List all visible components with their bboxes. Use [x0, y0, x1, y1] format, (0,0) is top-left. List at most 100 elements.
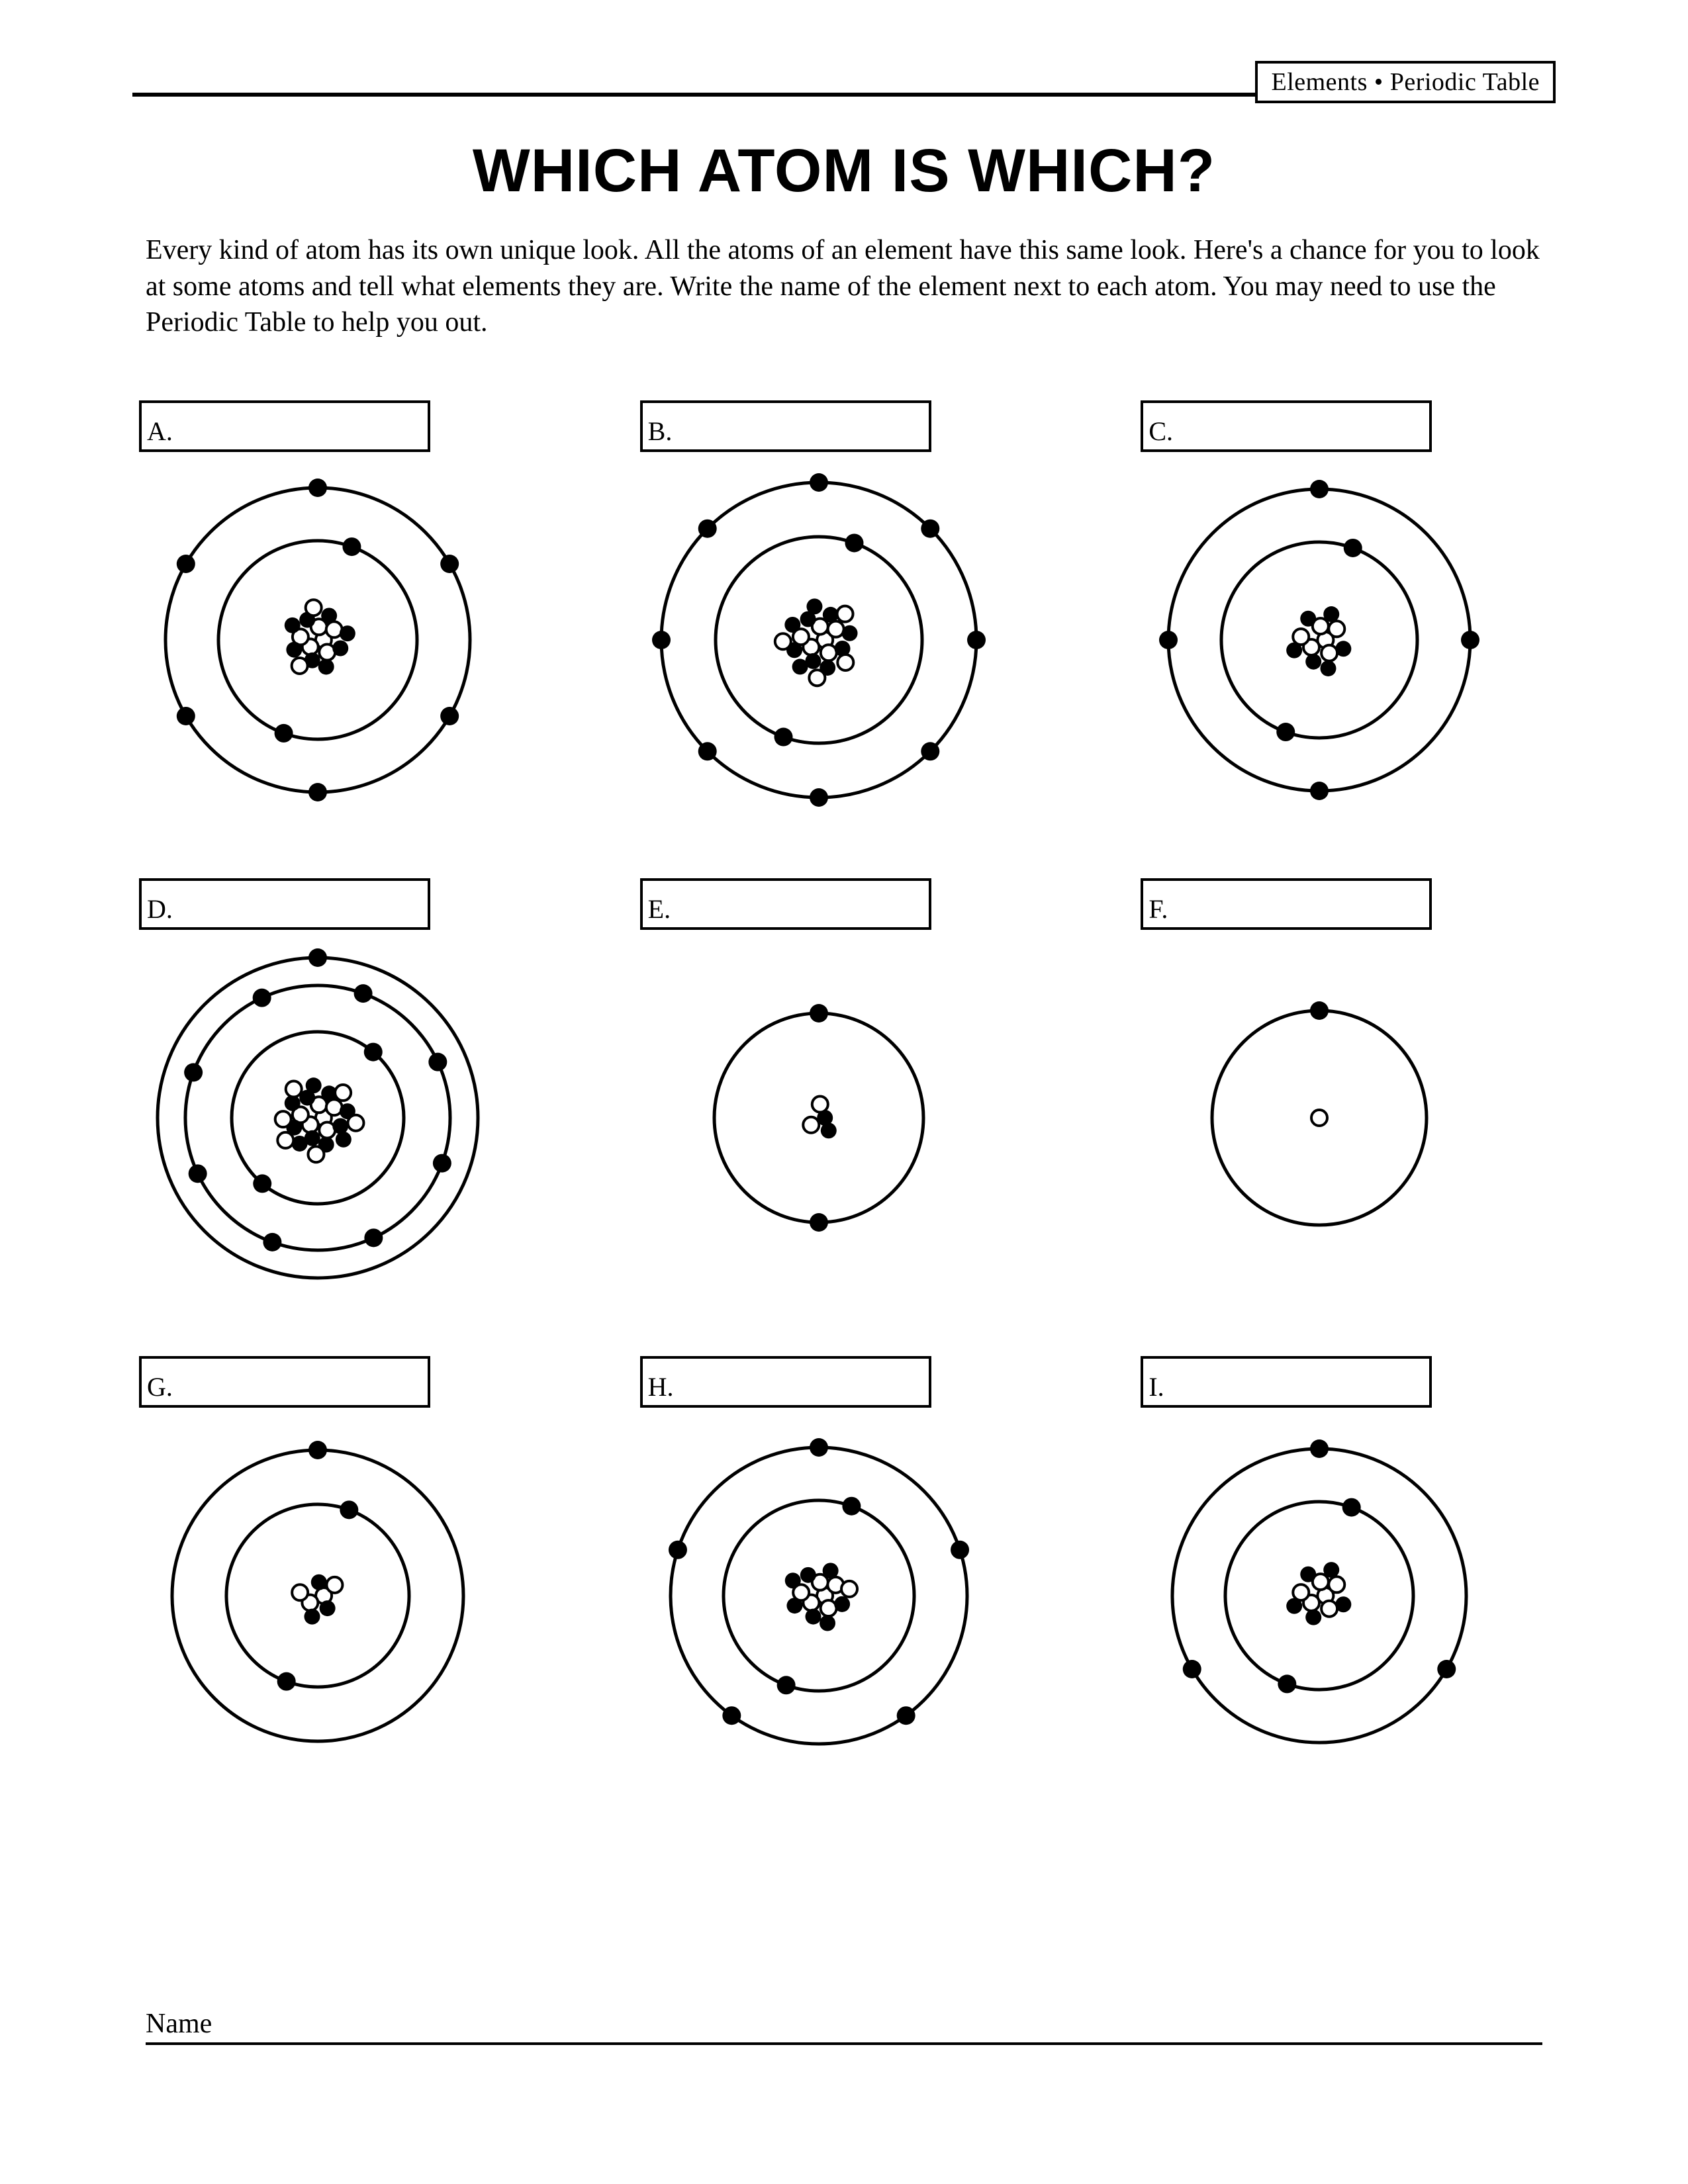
- corner-label: Elements • Periodic Table: [1255, 61, 1556, 103]
- answer-letter: I.: [1149, 1371, 1164, 1402]
- atom-diagram: [139, 939, 496, 1297]
- neutron: [1329, 1576, 1345, 1592]
- proton: [311, 1574, 327, 1590]
- neutron: [841, 1581, 857, 1597]
- answer-box[interactable]: I.: [1141, 1356, 1432, 1408]
- proton: [1336, 641, 1352, 657]
- neutron: [1311, 1110, 1327, 1126]
- proton: [1286, 642, 1302, 658]
- proton: [834, 1596, 850, 1612]
- atom-cell: E.: [640, 878, 1049, 1297]
- electron: [774, 727, 792, 746]
- atom-diagram: [139, 1417, 496, 1774]
- electron: [1278, 1674, 1297, 1693]
- electron: [810, 788, 828, 807]
- electron: [652, 631, 671, 649]
- electron: [967, 631, 986, 649]
- neutron: [1293, 629, 1309, 645]
- page-title: WHICH ATOM IS WHICH?: [132, 136, 1556, 206]
- proton: [318, 659, 334, 674]
- electron: [342, 537, 361, 556]
- answer-box[interactable]: E.: [640, 878, 931, 930]
- atom-diagram: [640, 939, 998, 1297]
- name-field[interactable]: Name: [146, 2008, 1542, 2045]
- electron: [951, 1541, 969, 1559]
- proton: [784, 1572, 800, 1588]
- atom-diagram: [1141, 1417, 1498, 1774]
- neutron: [1329, 621, 1345, 637]
- answer-box[interactable]: G.: [139, 1356, 430, 1408]
- electron: [177, 707, 195, 725]
- proton: [806, 598, 822, 614]
- electron: [189, 1164, 207, 1183]
- proton: [1301, 1567, 1317, 1582]
- proton: [306, 1077, 322, 1093]
- proton: [286, 641, 302, 657]
- atom-wrap: [139, 461, 496, 819]
- electron: [440, 707, 459, 725]
- electron: [433, 1154, 451, 1172]
- electron: [340, 1500, 358, 1519]
- proton: [340, 625, 355, 641]
- electron: [896, 1706, 915, 1725]
- electron: [1277, 723, 1295, 741]
- atom-diagram: [640, 461, 998, 819]
- electron: [698, 519, 716, 537]
- electron: [1438, 1660, 1456, 1678]
- atom-wrap: [139, 1417, 496, 1774]
- neutron: [275, 1111, 291, 1127]
- proton: [786, 1598, 802, 1614]
- neutron: [1321, 1600, 1337, 1616]
- electron: [810, 1004, 828, 1023]
- atom-cell: C.: [1141, 400, 1549, 819]
- proton: [792, 659, 808, 674]
- answer-letter: G.: [147, 1371, 173, 1402]
- atom-cell: A.: [139, 400, 547, 819]
- electron: [722, 1706, 741, 1725]
- neutron: [837, 606, 853, 621]
- neutron: [812, 1096, 827, 1112]
- neutron: [335, 1085, 351, 1101]
- electron: [1310, 782, 1329, 800]
- electron: [1310, 1439, 1329, 1458]
- proton: [1306, 1609, 1322, 1625]
- electron: [1159, 631, 1178, 649]
- electron: [308, 948, 327, 967]
- neutron: [306, 600, 322, 615]
- proton: [1287, 1598, 1303, 1614]
- electron: [440, 555, 459, 573]
- neutron: [774, 633, 790, 649]
- answer-box[interactable]: A.: [139, 400, 430, 452]
- answer-box[interactable]: F.: [1141, 878, 1432, 930]
- worksheet-page: Elements • Periodic Table WHICH ATOM IS …: [0, 0, 1688, 2184]
- electron: [308, 1441, 327, 1459]
- answer-box[interactable]: B.: [640, 400, 931, 452]
- neutron: [827, 621, 843, 637]
- proton: [805, 1608, 821, 1624]
- proton: [321, 608, 337, 623]
- neutron: [1321, 645, 1337, 660]
- answer-letter: A.: [147, 416, 173, 447]
- neutron: [348, 1115, 363, 1131]
- answer-box[interactable]: H.: [640, 1356, 931, 1408]
- atom-wrap: [1141, 461, 1498, 819]
- neutron: [803, 1117, 819, 1133]
- proton: [285, 617, 301, 633]
- neutron: [286, 1081, 302, 1097]
- atom-wrap: [1141, 1417, 1498, 1774]
- electron: [253, 1174, 271, 1193]
- electron: [845, 533, 863, 552]
- answer-letter: F.: [1149, 893, 1168, 925]
- answer-box[interactable]: C.: [1141, 400, 1432, 452]
- proton: [1321, 660, 1336, 676]
- electron: [1461, 631, 1479, 649]
- neutron: [308, 1146, 324, 1162]
- electron: [308, 478, 327, 497]
- electron: [364, 1042, 383, 1061]
- atom-diagram: [139, 461, 496, 819]
- neutron: [277, 1132, 293, 1148]
- neutron: [809, 670, 825, 686]
- neutron: [326, 1099, 342, 1115]
- answer-box[interactable]: D.: [139, 878, 430, 930]
- atom-diagram: [640, 1417, 998, 1774]
